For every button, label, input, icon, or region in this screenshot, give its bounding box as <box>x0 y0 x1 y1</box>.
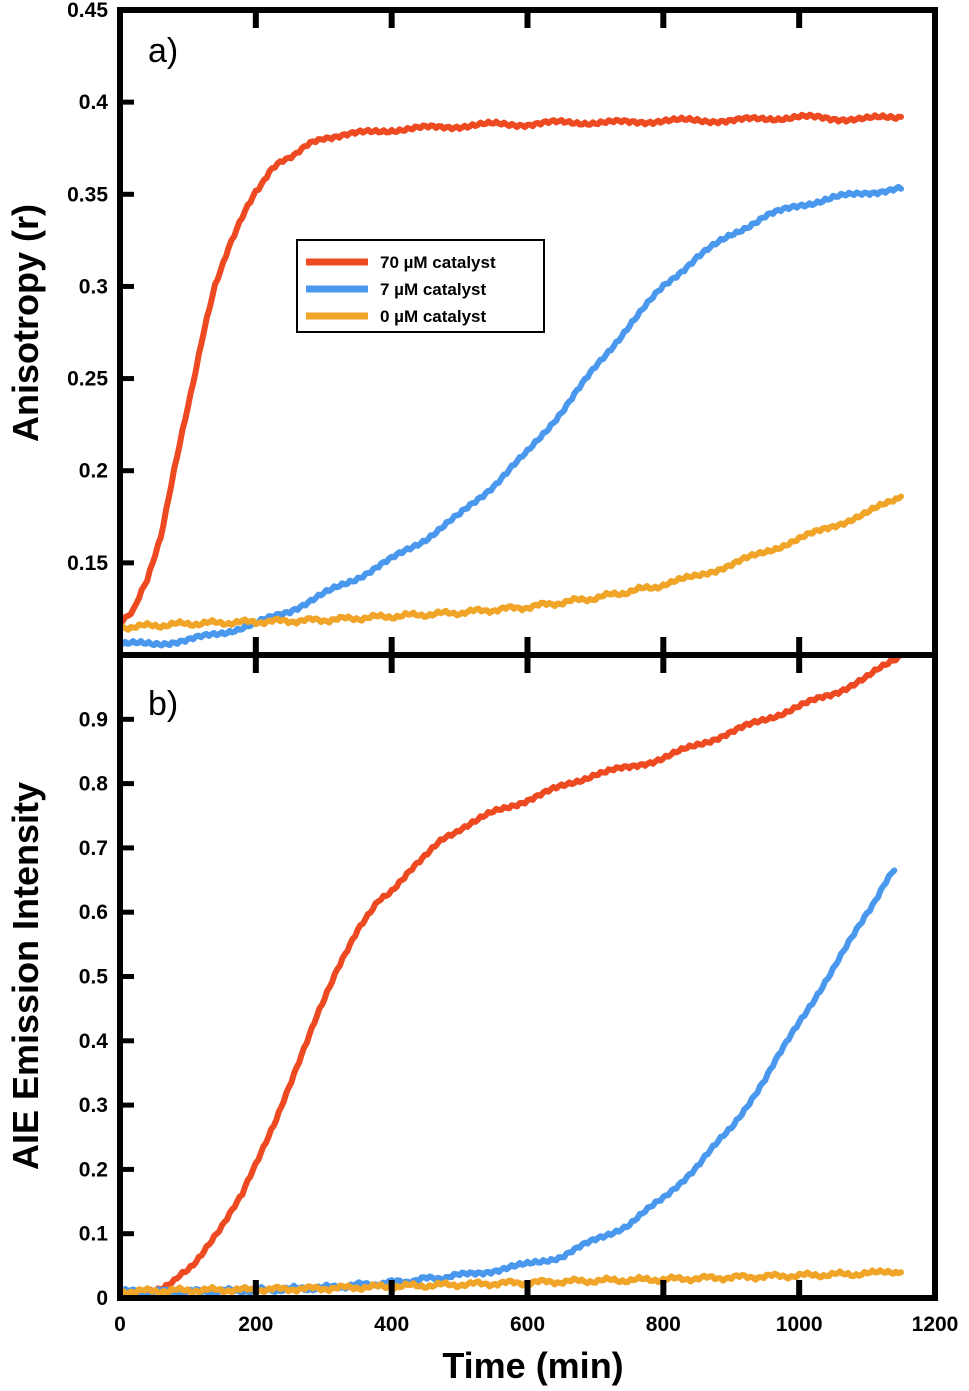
panel-b-label: b) <box>148 685 178 723</box>
x-tick-label: 0 <box>114 1313 126 1336</box>
y-tick-label: 0.25 <box>67 368 108 391</box>
x-tick-label: 400 <box>374 1313 409 1336</box>
x-tick-label: 800 <box>646 1313 681 1336</box>
x-axis-title: Time (min) <box>442 1345 623 1386</box>
y-tick-label: 0.4 <box>79 91 109 114</box>
panel-b-y-axis-title: AIE Emission Intensity <box>5 782 46 1170</box>
legend: 70 µM catalyst 7 µM catalyst 0 µM catalyst <box>296 239 545 333</box>
y-tick-label: 0.6 <box>79 901 108 924</box>
y-tick-label: 0.15 <box>67 552 108 575</box>
x-tick-label: 1200 <box>912 1313 959 1336</box>
y-tick-label: 0.2 <box>79 460 108 483</box>
series-line-a-2 <box>117 493 904 633</box>
y-tick-label: 0.45 <box>67 0 108 22</box>
panel-b-y-tick-labels: 0 0.1 0.2 0.3 0.4 0.5 0.6 0.7 0.8 0.9 <box>79 708 109 1310</box>
y-tick-label: 0.9 <box>79 708 108 731</box>
y-tick-label: 0.2 <box>79 1158 108 1181</box>
y-tick-label: 0.1 <box>79 1223 109 1246</box>
series-line-a-1 <box>117 183 904 649</box>
panel-a-y-axis-title: Anisotropy (r) <box>5 204 46 442</box>
legend-label: 0 µM catalyst <box>380 307 487 326</box>
x-tick-label: 1000 <box>776 1313 823 1336</box>
y-tick-label: 0.4 <box>79 1030 109 1053</box>
panel-b-x-tick-labels: 0 200 400 600 800 1000 1200 <box>114 1313 958 1336</box>
series-line-a-0 <box>117 111 904 625</box>
legend-label: 70 µM catalyst <box>380 253 496 272</box>
x-tick-label: 600 <box>510 1313 545 1336</box>
panel-b-aie-emission: b) 0 0.1 0.2 0.3 0.4 0.5 0.6 0.7 0.8 0.9 0 200 400 6… <box>5 652 958 1386</box>
legend-items: 70 µM catalyst 7 µM catalyst 0 µM catalyst <box>306 253 496 326</box>
panel-a-anisotropy: a) 0.15 0.2 0.25 0.3 0.35 0.4 0.45 Anisotropy … <box>5 0 938 658</box>
panel-b-series <box>117 652 904 1300</box>
panel-a-label: a) <box>148 32 178 70</box>
series-line-b-0 <box>117 652 904 1300</box>
series-line-b-2 <box>117 1267 904 1298</box>
panel-b-ticks <box>120 655 803 1301</box>
series-line-b-1 <box>117 867 898 1298</box>
y-tick-label: 0.7 <box>79 837 108 860</box>
y-tick-label: 0.8 <box>79 773 109 796</box>
y-tick-label: 0.3 <box>79 1094 108 1117</box>
y-tick-label: 0.3 <box>79 275 108 298</box>
legend-label: 7 µM catalyst <box>380 280 487 299</box>
y-tick-label: 0.35 <box>67 183 108 206</box>
panel-a-series <box>117 111 904 649</box>
panel-a-y-tick-labels: 0.15 0.2 0.25 0.3 0.35 0.4 0.45 <box>67 0 108 575</box>
x-tick-label: 200 <box>238 1313 273 1336</box>
y-tick-label: 0.5 <box>79 966 109 989</box>
y-tick-label: 0 <box>96 1287 108 1310</box>
panel-b-frame <box>117 652 938 1301</box>
